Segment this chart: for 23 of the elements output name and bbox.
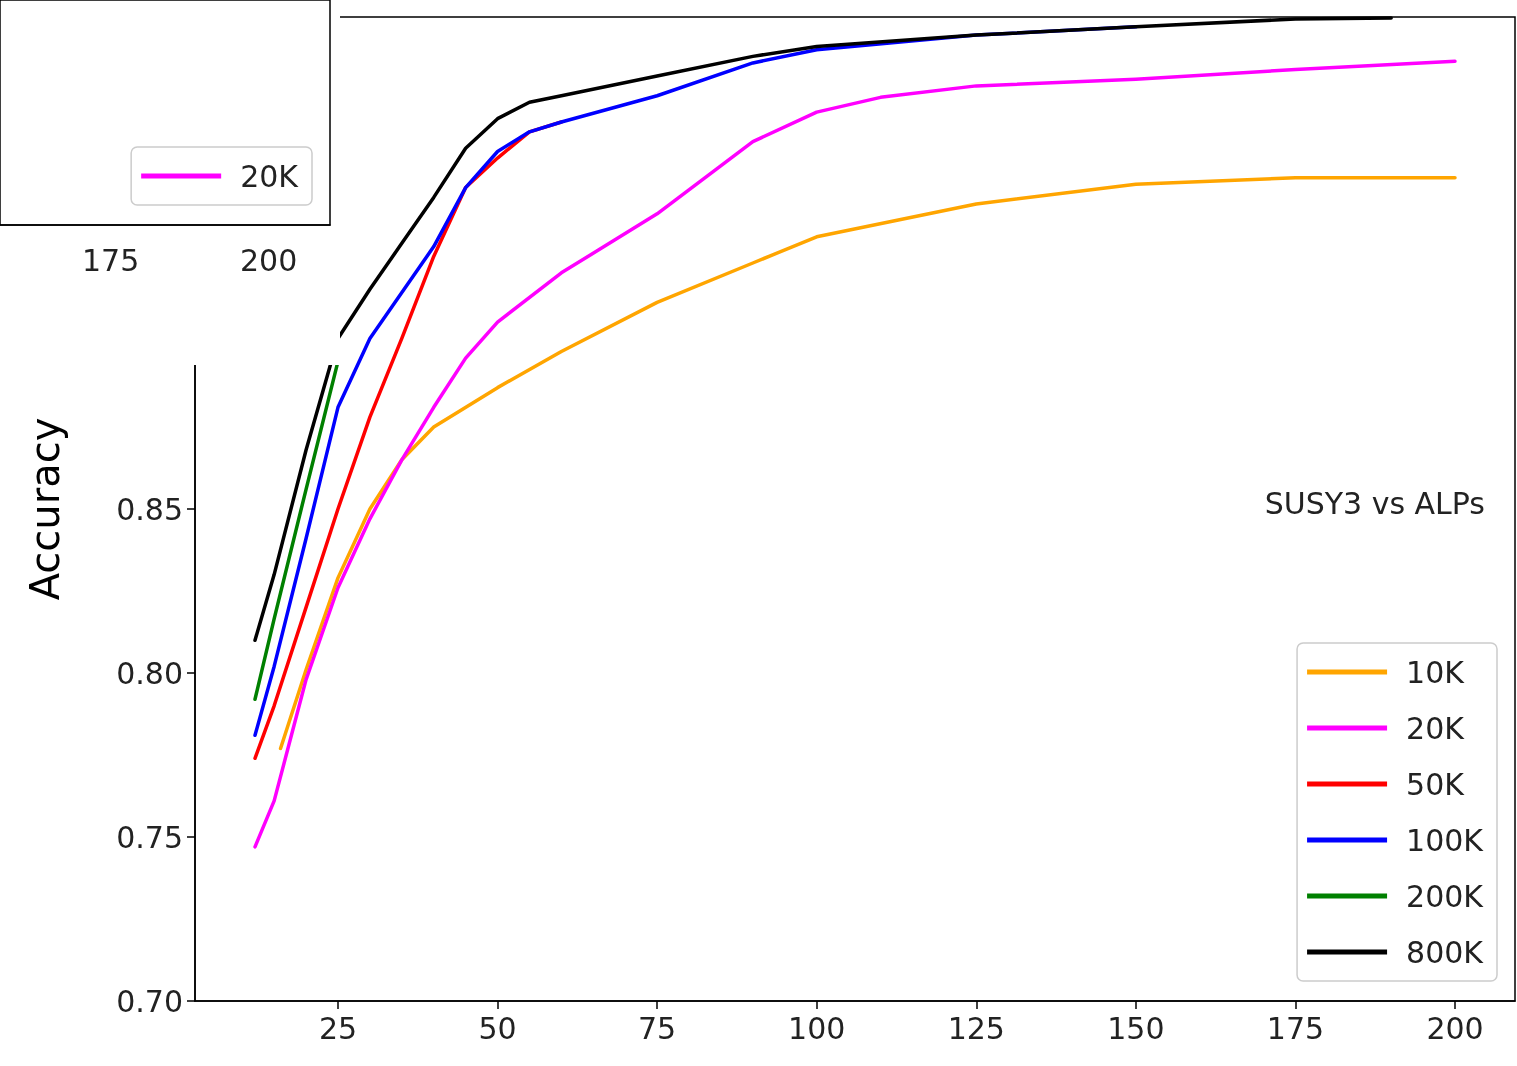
- x-tick-label: 125: [947, 1010, 1005, 1046]
- x-tick-label: 200: [1426, 1010, 1484, 1046]
- annotation: 200: [240, 242, 298, 278]
- x-tick-label: 175: [1266, 1010, 1325, 1046]
- y-tick-label: 0.70: [116, 983, 183, 1019]
- legend-label: 20K: [1406, 710, 1466, 746]
- legend-label: 50K: [1406, 766, 1466, 802]
- x-tick-label: 50: [478, 1010, 517, 1046]
- x-tick-label: 25: [318, 1010, 358, 1046]
- y-axis-title: Accuracy: [22, 417, 68, 601]
- legend-label: 100K: [1406, 822, 1485, 858]
- y-tick-label: 0.75: [116, 819, 183, 855]
- text: 175: [82, 242, 140, 278]
- x-tick-label: 100: [788, 1010, 846, 1046]
- legend-label: 200K: [1406, 878, 1485, 914]
- x-tick-label: 75: [638, 1010, 677, 1046]
- annotation: SUSY3 vs ALPs: [1264, 485, 1485, 521]
- x-tick-label: 150: [1107, 1010, 1165, 1046]
- y-tick-label: 0.85: [116, 491, 183, 527]
- legend-label: 20K: [240, 158, 300, 194]
- legend-label: 10K: [1406, 654, 1466, 690]
- y-tick-label: 0.80: [116, 655, 183, 691]
- legend-label: 800K: [1406, 934, 1485, 970]
